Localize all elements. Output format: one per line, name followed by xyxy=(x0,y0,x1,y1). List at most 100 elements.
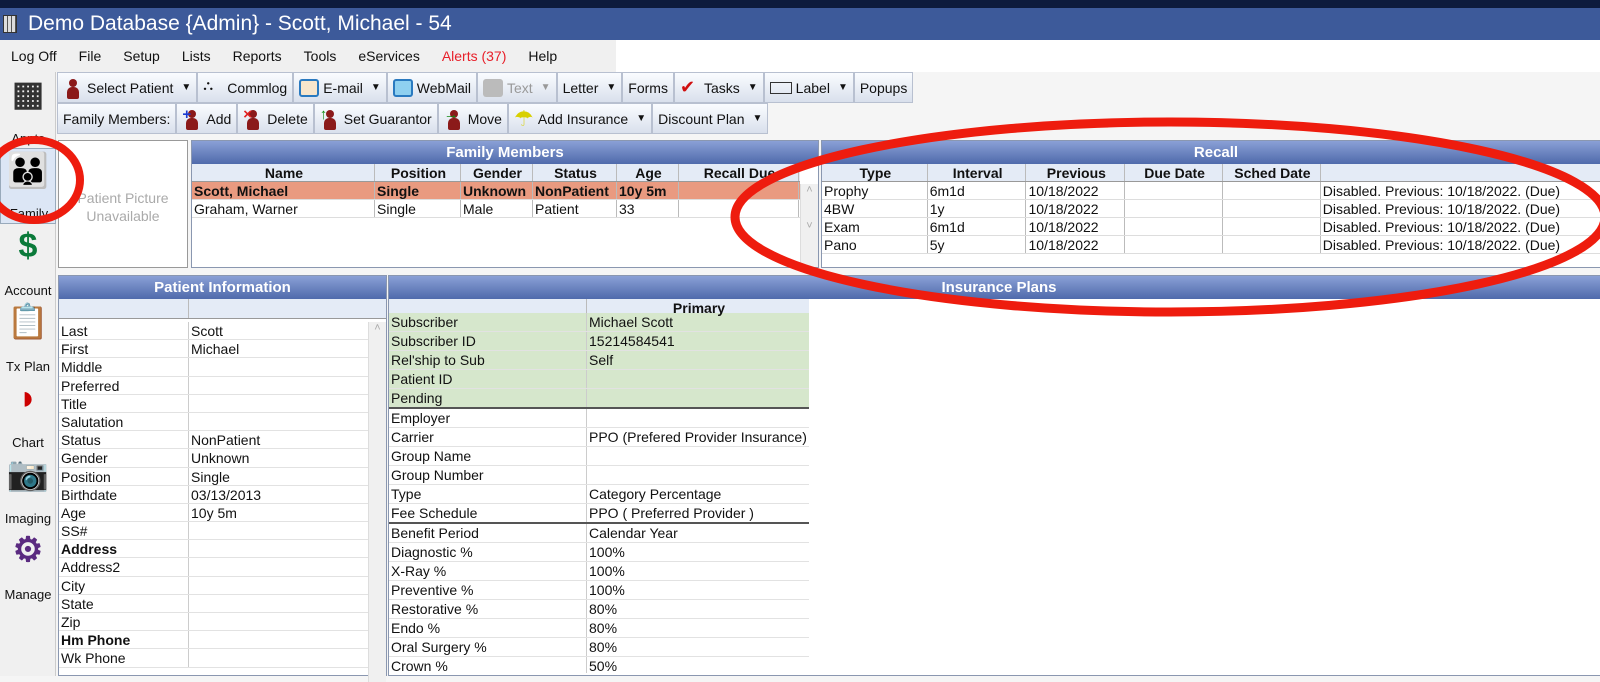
insurance-row[interactable]: Diagnostic % 100% xyxy=(389,543,809,562)
patient-info-row[interactable]: Age 10y 5m xyxy=(59,503,368,523)
patient-info-row[interactable]: Birthdate 03/13/2013 xyxy=(59,485,368,504)
column-note[interactable] xyxy=(1321,164,1600,181)
popups-button[interactable]: Popups xyxy=(853,72,914,103)
recall-row[interactable]: Pano 5y 10/18/2022 Disabled. Previous: 10/1… xyxy=(822,236,1600,254)
discount-plan-label: Discount Plan xyxy=(658,110,745,127)
menu-log-off[interactable]: Log Off xyxy=(11,48,57,64)
insurance-row[interactable]: Type Category Percentage xyxy=(389,485,809,504)
select-patient-button[interactable]: Select Patient ▼ xyxy=(57,72,198,103)
column-status[interactable]: Status xyxy=(533,164,617,181)
insurance-row[interactable]: Benefit Period Calendar Year xyxy=(389,524,809,543)
insurance-row[interactable]: Rel'ship to Sub Self xyxy=(389,351,809,370)
column-position[interactable]: Position xyxy=(375,164,461,181)
sidebar-item-manage[interactable]: ⚙ Manage xyxy=(0,528,56,604)
patient-info-row[interactable]: Position Single xyxy=(59,467,368,486)
field-label: Preferred xyxy=(59,376,189,394)
insurance-row[interactable]: Preventive % 100% xyxy=(389,581,809,600)
tooth-icon: ◗ xyxy=(17,379,39,417)
column-interval[interactable]: Interval xyxy=(928,164,1027,181)
add-insurance-button[interactable]: ☂ Add Insurance ▼ xyxy=(507,103,653,134)
patient-info-row[interactable]: Status NonPatient xyxy=(59,431,368,450)
patient-info-scrollbar[interactable]: ˄ xyxy=(368,322,386,682)
family-scrollbar[interactable]: ˄ ˅ xyxy=(800,184,818,267)
insurance-row[interactable]: Subscriber ID 15214584541 xyxy=(389,332,809,351)
text-button[interactable]: Text ▼ xyxy=(476,72,557,103)
insurance-row[interactable]: Fee Schedule PPO ( Preferred Provider ) xyxy=(389,504,809,524)
recall-row[interactable]: Prophy 6m1d 10/18/2022 Disabled. Previous: … xyxy=(822,182,1600,200)
patient-info-row[interactable]: Zip xyxy=(59,613,368,632)
patient-info-row[interactable]: Wk Phone xyxy=(59,649,368,668)
cell-status: NonPatient xyxy=(533,182,617,199)
column-sched-date[interactable]: Sched Date xyxy=(1223,164,1321,181)
sidebar-item-appts[interactable]: ▦ Appts xyxy=(0,72,56,148)
patient-info-row[interactable]: Address2 xyxy=(59,558,368,577)
sidebar-item-imaging[interactable]: 📷 Imaging xyxy=(0,452,56,528)
menu-lists[interactable]: Lists xyxy=(181,48,211,64)
insurance-row[interactable]: Employer xyxy=(389,409,809,428)
webmail-button[interactable]: WebMail xyxy=(386,72,477,103)
insurance-row[interactable]: Oral Surgery % 80% xyxy=(389,638,809,657)
patient-info-row[interactable]: Middle xyxy=(59,358,368,377)
recall-row[interactable]: Exam 6m1d 10/18/2022 Disabled. Previous: 10… xyxy=(822,218,1600,236)
insurance-row[interactable]: Crown % 50% xyxy=(389,657,809,673)
sidebar-item-account[interactable]: $ Account xyxy=(0,224,56,300)
patient-info-row[interactable]: SS# xyxy=(59,522,368,541)
patient-info-row[interactable]: Preferred xyxy=(59,376,368,395)
move-button[interactable]: → Move xyxy=(437,103,508,134)
patient-info-row[interactable]: State xyxy=(59,594,368,613)
tasks-button[interactable]: ✔ Tasks ▼ xyxy=(673,72,764,103)
add-button[interactable]: + Add xyxy=(176,103,238,134)
menu-eservices[interactable]: eServices xyxy=(358,48,420,64)
letter-button[interactable]: Letter ▼ xyxy=(556,72,623,103)
cell-note: Disabled. Previous: 10/18/2022. (Due) xyxy=(1321,200,1600,217)
column-age[interactable]: Age xyxy=(617,164,679,181)
column-gender[interactable]: Gender xyxy=(461,164,533,181)
insurance-row[interactable]: Subscriber Michael Scott xyxy=(389,313,809,332)
sidebar-item-family[interactable]: 👪 Family xyxy=(0,148,56,224)
caret-down-icon: ▼ xyxy=(752,113,763,124)
patient-info-row[interactable]: Salutation xyxy=(59,412,368,432)
menu-setup[interactable]: Setup xyxy=(123,48,160,64)
delete-button[interactable]: × Delete xyxy=(237,103,314,134)
column-name[interactable]: Name xyxy=(192,164,375,181)
patient-info-row[interactable]: Address xyxy=(59,540,368,559)
column-type[interactable]: Type xyxy=(822,164,928,181)
label-button[interactable]: Label ▼ xyxy=(763,72,854,103)
patient-info-row[interactable]: Last Scott xyxy=(59,322,368,341)
column-recall-due[interactable]: Recall Due xyxy=(679,164,799,181)
patient-info-row[interactable]: Gender Unknown xyxy=(59,449,368,468)
column-due-date[interactable]: Due Date xyxy=(1125,164,1223,181)
recall-row[interactable]: 4BW 1y 10/18/2022 Disabled. Previous: 10/18… xyxy=(822,200,1600,218)
patient-info-row[interactable]: Hm Phone xyxy=(59,631,368,650)
insurance-row[interactable]: Restorative % 80% xyxy=(389,600,809,619)
e-mail-button[interactable]: E-mail ▼ xyxy=(293,72,387,103)
menu-tools[interactable]: Tools xyxy=(303,48,337,64)
commlog-button[interactable]: ⛬ Commlog xyxy=(197,72,294,103)
insurance-field-label: Restorative % xyxy=(389,600,587,618)
menu-file[interactable]: File xyxy=(78,48,102,64)
insurance-row[interactable]: Group Name xyxy=(389,447,809,466)
set-guarantor-button[interactable]: ↑ Set Guarantor xyxy=(313,103,438,134)
patient-info-row[interactable]: First Michael xyxy=(59,340,368,359)
insurance-row[interactable]: Pending xyxy=(389,389,809,409)
insurance-row[interactable]: Group Number xyxy=(389,466,809,485)
menu-help[interactable]: Help xyxy=(528,48,558,64)
sidebar-item-chart[interactable]: ◗ Chart xyxy=(0,376,56,452)
menu-alerts-37[interactable]: Alerts (37) xyxy=(441,48,507,64)
column-previous[interactable]: Previous xyxy=(1026,164,1126,181)
menu-reports[interactable]: Reports xyxy=(232,48,282,64)
sidebar-item-tx-plan[interactable]: 📋 Tx Plan xyxy=(0,300,56,376)
field-value xyxy=(189,413,191,430)
family-member-row[interactable]: Graham, Warner Single Male Patient 33 xyxy=(192,200,800,218)
patient-info-row[interactable]: Title xyxy=(59,394,368,413)
forms-button[interactable]: Forms xyxy=(622,72,674,103)
discount-plan-button[interactable]: Discount Plan ▼ xyxy=(652,103,769,134)
insurance-row[interactable]: Carrier PPO (Prefered Provider Insurance) xyxy=(389,428,809,447)
family-member-row[interactable]: Scott, Michael Single Unknown NonPatient 10y… xyxy=(192,182,800,200)
insurance-row[interactable]: Endo % 80% xyxy=(389,619,809,638)
field-value xyxy=(189,377,191,394)
insurance-row[interactable]: X-Ray % 100% xyxy=(389,562,809,581)
patient-info-row[interactable]: City xyxy=(59,576,368,595)
select-patient-label: Select Patient xyxy=(87,79,174,96)
insurance-row[interactable]: Patient ID xyxy=(389,370,809,389)
